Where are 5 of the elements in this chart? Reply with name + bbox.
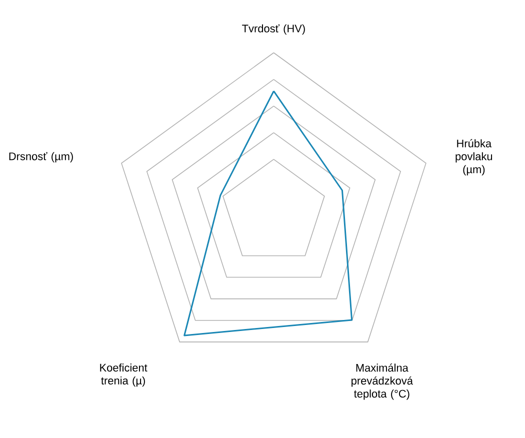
spoke-label: Hrúbka povlaku (µm) <box>456 139 492 176</box>
spoke-label: Koeficient trenia (µ) <box>100 364 148 387</box>
spoke-label: Maximálna prevádzková teplota (°C) <box>352 364 413 400</box>
spoke-label: Tvrdosť (HV) <box>242 24 305 35</box>
spoke-label: Drsnosť (µm) <box>9 152 73 162</box>
